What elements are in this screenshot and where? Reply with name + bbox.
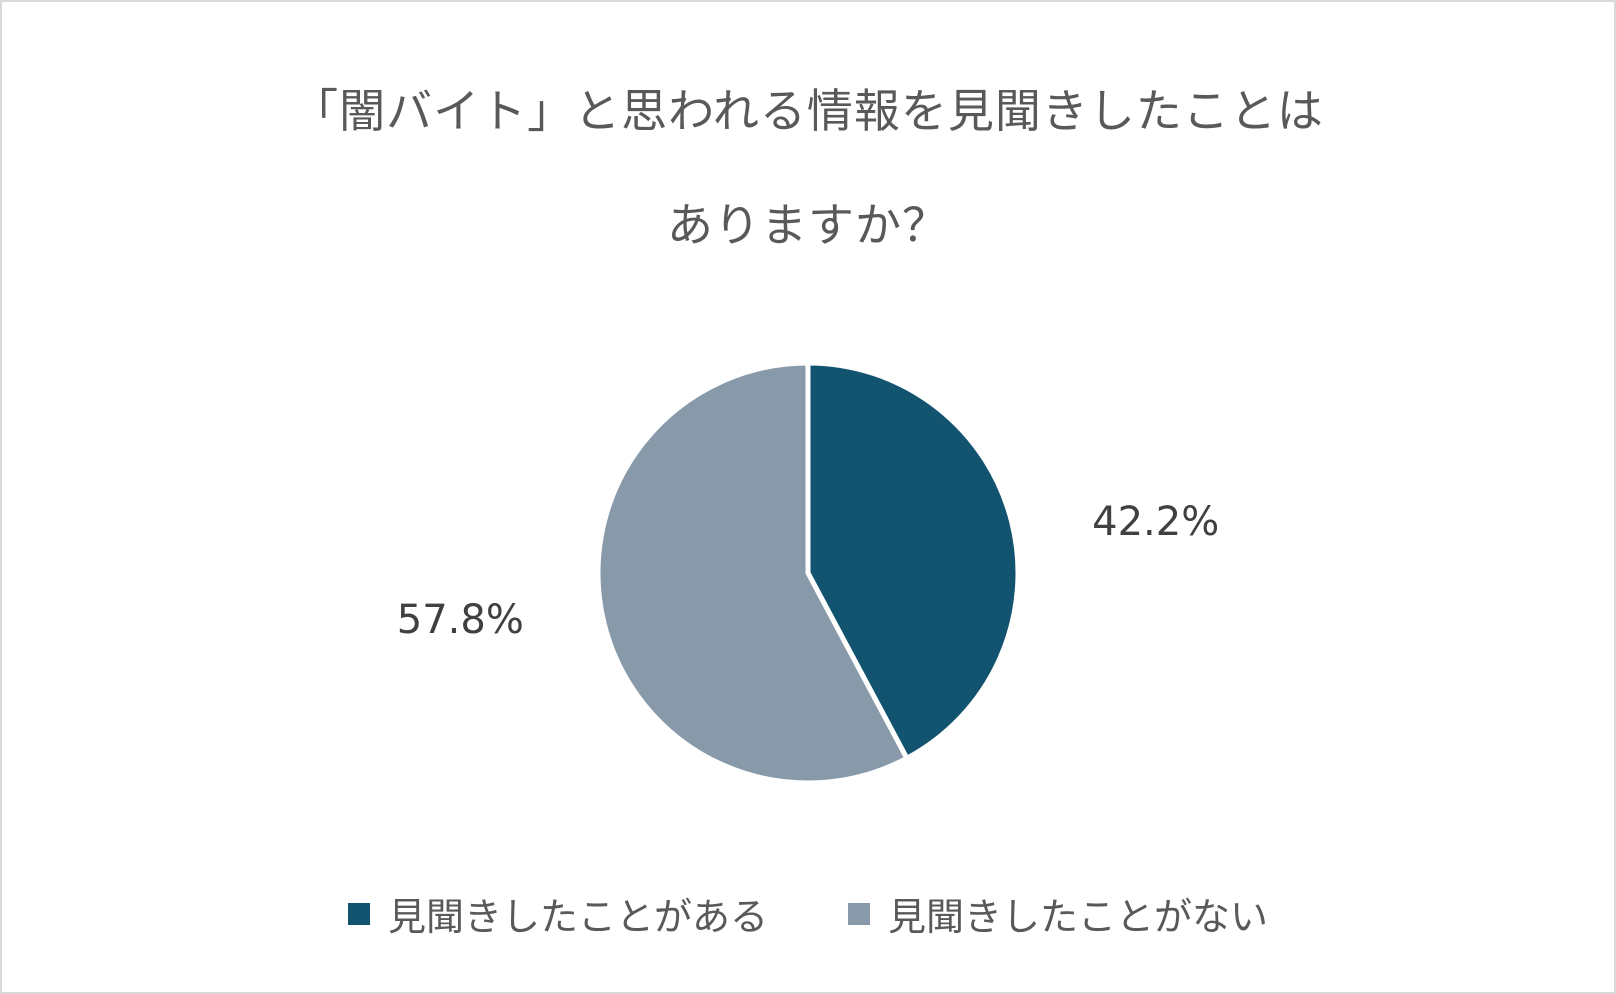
legend-item-seen: 見聞きしたことがある <box>347 886 768 941</box>
data-label-not-seen: 57.8% <box>397 597 524 643</box>
pie-slice-not-seen <box>595 360 910 786</box>
legend-swatch-not-seen <box>848 902 870 925</box>
chart-title-line-2: ありますか？ <box>667 198 949 252</box>
chart-title-line-1: 「闇バイト」と思われる情報を見聞きしたことは <box>292 84 1324 138</box>
pie-slice-seen <box>805 360 1021 761</box>
legend-item-not-seen: 見聞きしたことがない <box>848 886 1268 941</box>
data-label-seen: 42.2% <box>1092 499 1219 545</box>
legend-label-seen: 見聞きしたことがある <box>387 895 768 939</box>
legend-swatch-seen <box>347 902 370 925</box>
chart-title: 「闇バイト」と思われる情報を見聞きしたことは ありますか？ <box>2 54 1614 282</box>
legend-label-not-seen: 見聞きしたことがない <box>888 895 1269 939</box>
chart-legend: 見聞きしたことがある 見聞きしたことがない <box>2 886 1614 941</box>
